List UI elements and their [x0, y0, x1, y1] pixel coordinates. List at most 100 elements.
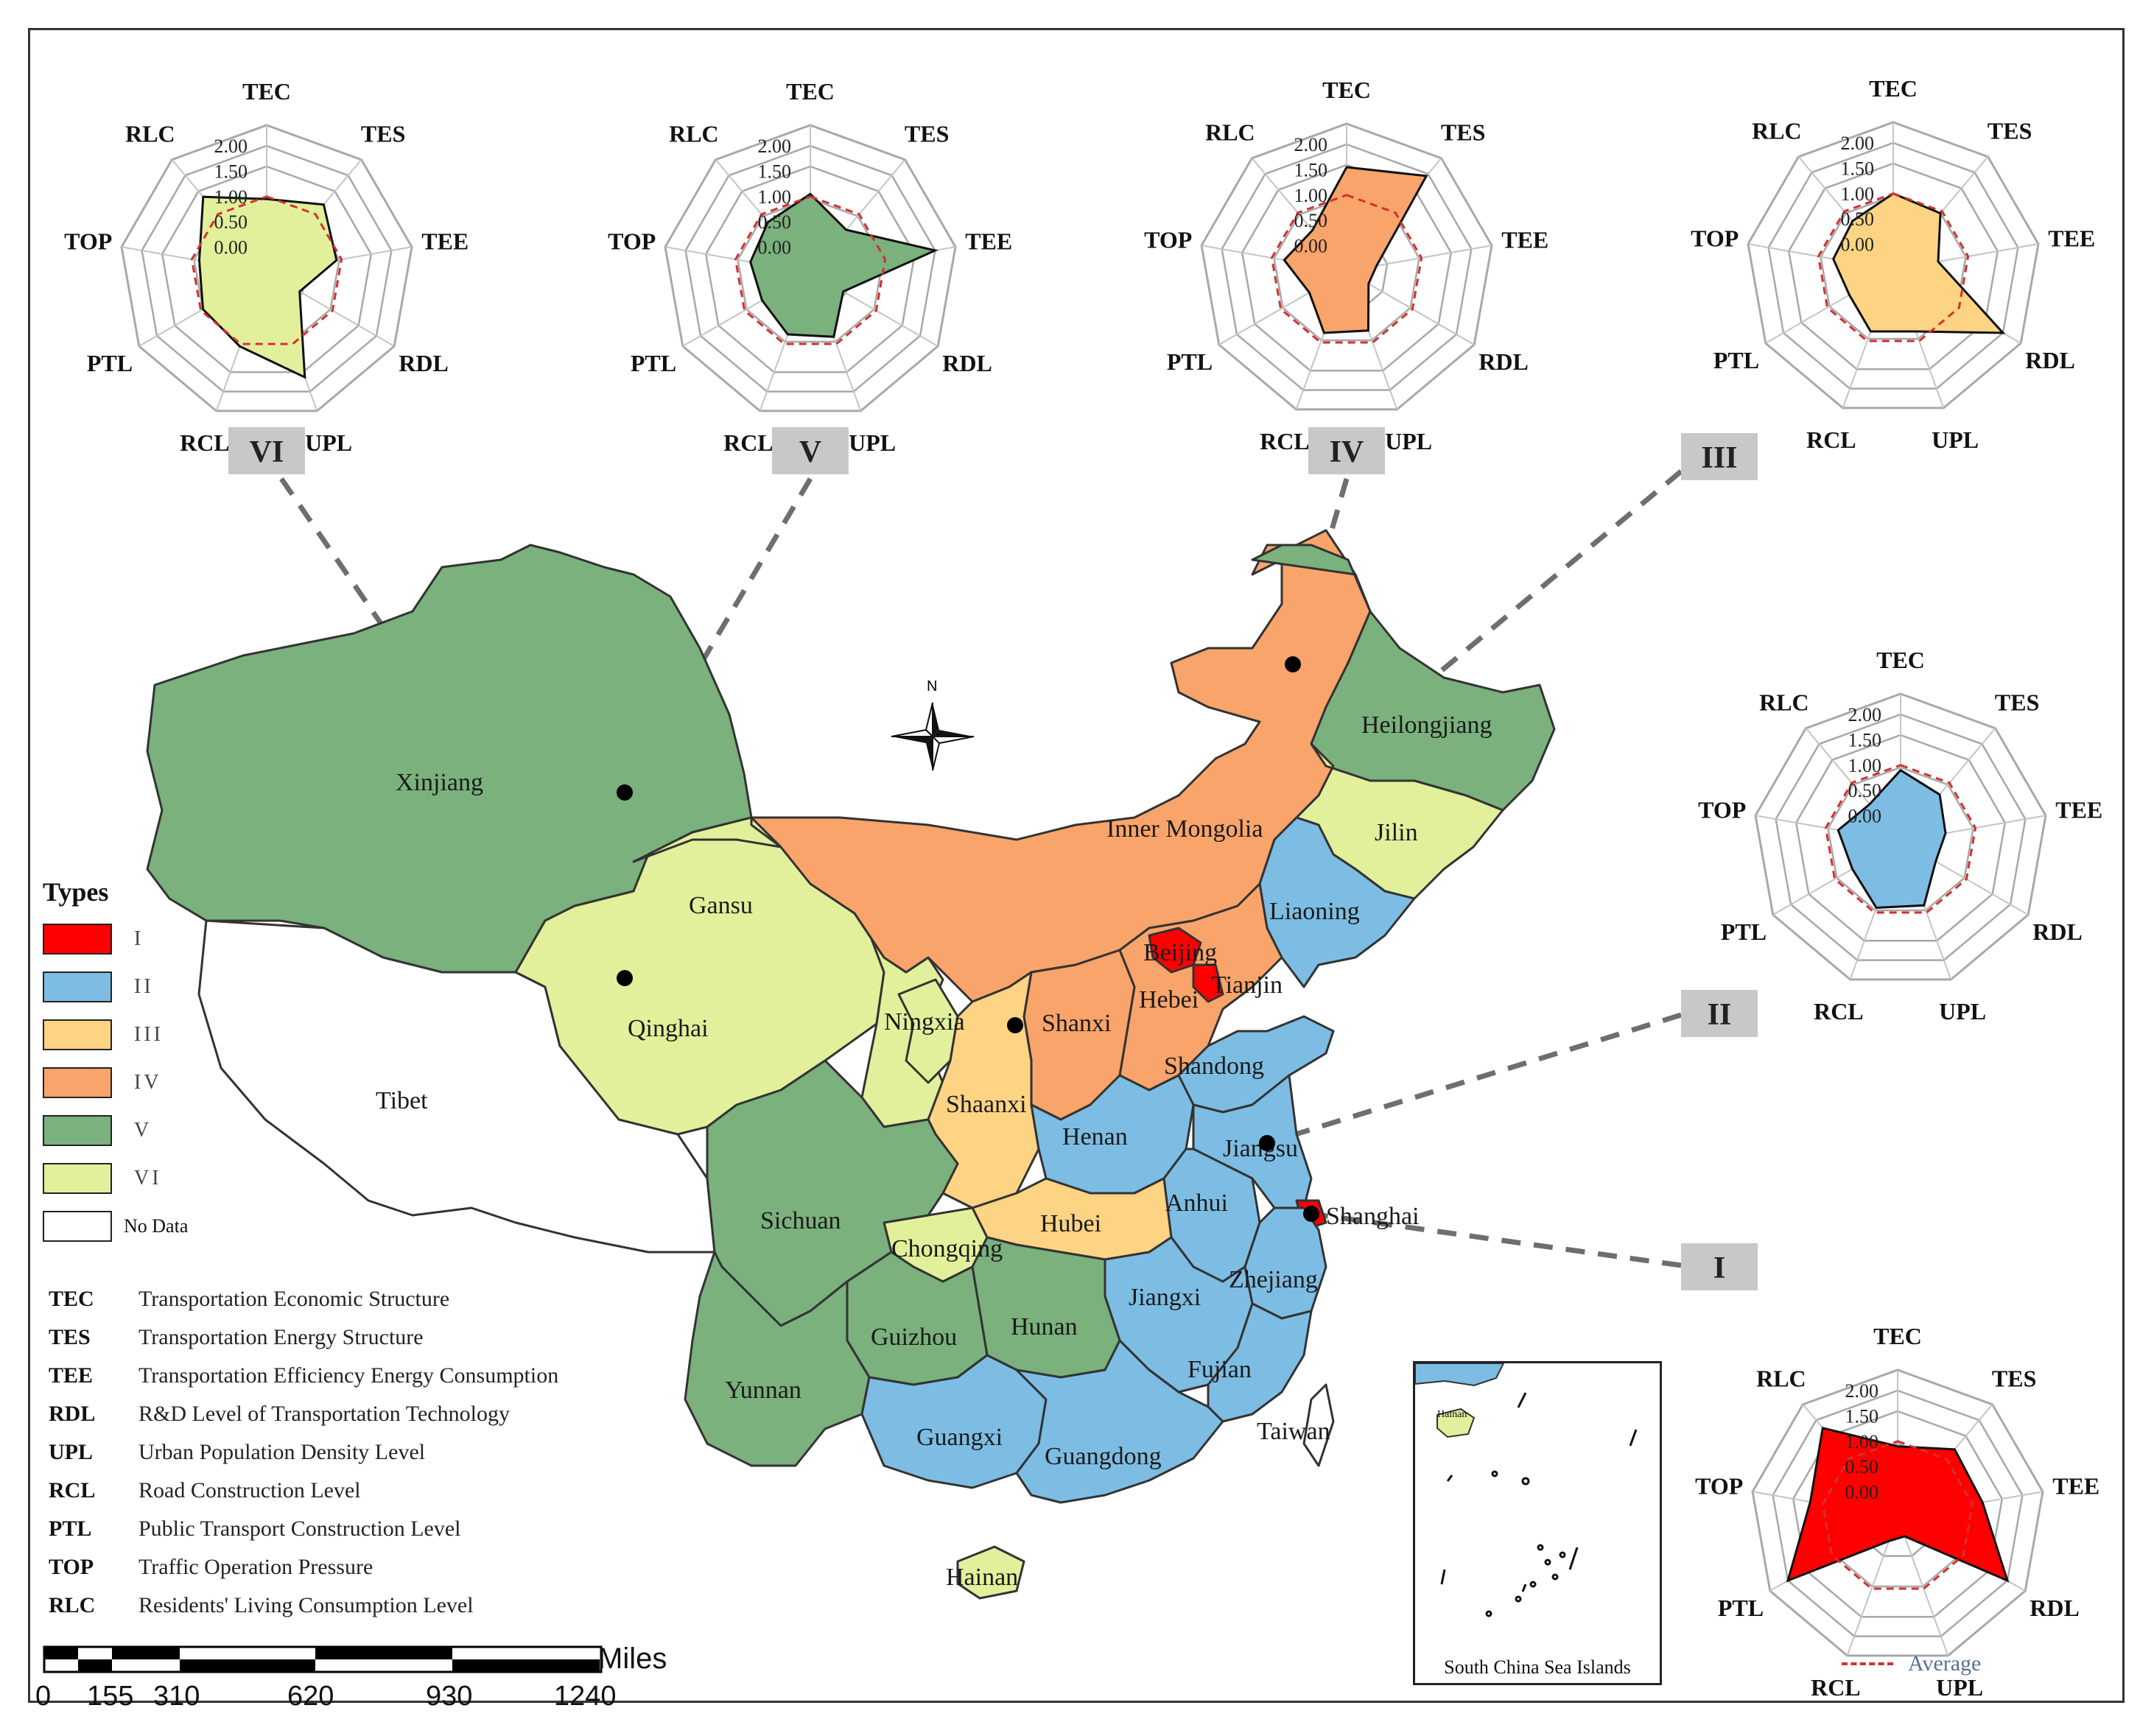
- legend-item-VI: VI: [43, 1159, 188, 1198]
- radar-axis-label-rcl: RCL: [1260, 428, 1310, 454]
- anchor-dot-jiangsu: [1259, 1135, 1275, 1151]
- legend-swatch-V: [43, 1115, 112, 1146]
- radar-axis-label-tec: TEC: [242, 78, 291, 105]
- radar-tick-label: 0.00: [214, 237, 248, 259]
- radar-axis-label-tes: TES: [905, 121, 949, 147]
- scale-segment: [44, 1647, 78, 1659]
- radar-axis-label-rlc: RLC: [1759, 689, 1809, 716]
- radar-grid-ring: [1795, 734, 2007, 942]
- radar-tick-label: 0.00: [1848, 806, 1882, 827]
- radar-grid-ring: [1792, 1410, 2004, 1618]
- radar-series-II: [1836, 768, 1947, 910]
- radar-axis-label-top: TOP: [1691, 225, 1739, 251]
- inset-hainan-label: Hainan: [1437, 1409, 1467, 1420]
- radar-tick-label: 1.00: [1845, 1431, 1879, 1452]
- radar-axis-label-rlc: RLC: [669, 121, 719, 147]
- label-yunnan: Yunnan: [725, 1377, 801, 1404]
- radar-axis-label-top: TOP: [1698, 796, 1746, 823]
- abbr-desc: R&D Level of Transportation Technology: [138, 1402, 510, 1426]
- abbr-desc: Traffic Operation Pressure: [138, 1555, 373, 1579]
- radar-axis-label-rdl: RDL: [2025, 347, 2075, 373]
- region-guangdong: [1015, 1339, 1224, 1504]
- label-anhui: Anhui: [1165, 1189, 1228, 1217]
- radar-average-series: [190, 195, 343, 345]
- radar-axis-label-rcl: RCL: [1814, 998, 1864, 1025]
- cluster-label-box: [228, 427, 305, 474]
- cluster-label-box: [1681, 1243, 1758, 1290]
- label-shandong: Shandong: [1164, 1053, 1264, 1080]
- radar-grid-ring: [1221, 143, 1473, 391]
- radar-grid-ring: [704, 165, 916, 373]
- anchor-dots: [617, 656, 1319, 1222]
- radar-charts: 2.00 1.50 1.00 0.50 0.00 TEC TES TEE RDL UPL RCL PT…: [64, 75, 2102, 1701]
- cluster-label: V: [799, 435, 821, 469]
- scale-tick-label: 930: [426, 1681, 473, 1712]
- radar-series-VI: [197, 195, 338, 379]
- radar-axis-label-tee: TEE: [2052, 1472, 2099, 1499]
- legend-item-II: II: [43, 967, 188, 1007]
- anchor-dot-shaanxi: [1007, 1017, 1023, 1033]
- radar-axis-label-tee: TEE: [1501, 226, 1548, 253]
- radar-tick-label: 2.00: [214, 136, 248, 157]
- radar-chart-III: 2.00 1.50 1.00 0.50 0.00 TEC TES TEE RDL UPL RCL PT…: [1681, 75, 2095, 480]
- label-qinghai: Qinghai: [628, 1015, 709, 1042]
- radar-chart-VI: 2.00 1.50 1.00 0.50 0.00 TEC TES TEE RDL UPL RCL PT…: [64, 78, 469, 474]
- label-inner-mongolia: Inner Mongolia: [1106, 815, 1263, 843]
- label-guizhou: Guizhou: [871, 1324, 957, 1351]
- radar-axis-label-tec: TEC: [786, 78, 835, 105]
- region-guizhou: [846, 1251, 989, 1386]
- radar-tick-label: 0.50: [1294, 210, 1328, 231]
- cluster-label: IV: [1330, 435, 1364, 469]
- radar-tick-label: 1.50: [1848, 729, 1882, 751]
- radar-axis-label-rcl: RCL: [723, 429, 773, 456]
- radar-chart-IV: 2.00 1.50 1.00 0.50 0.00 TEC TES TEE RDL UPL RCL PT…: [1144, 77, 1548, 474]
- radar-grid-ring: [1751, 1368, 2044, 1657]
- radar-tick-label: 1.00: [1294, 185, 1328, 206]
- radar-axis-label-ptl: PTL: [1167, 348, 1213, 375]
- radar-axis-label-rlc: RLC: [1752, 118, 1802, 144]
- radar-axis-label-ptl: PTL: [1713, 347, 1759, 373]
- radar-grid-ring: [161, 165, 373, 373]
- label-hunan: Hunan: [1011, 1313, 1078, 1340]
- abbr-row: RDL R&D Level of Transportation Technolog…: [49, 1395, 558, 1433]
- radar-axis-label-tes: TES: [361, 121, 405, 147]
- anchor-dot-inner-mongolia: [1285, 656, 1301, 672]
- cluster-label-box: [772, 427, 849, 474]
- anchor-dot-xinjiang: [617, 784, 633, 801]
- radar-axis-label-tee: TEE: [965, 228, 1012, 254]
- south-china-sea-inset: Hainan South China Sea Islands: [1413, 1361, 1662, 1685]
- scale-tick-label: 1240: [554, 1681, 617, 1712]
- legend-item-III: III: [43, 1015, 188, 1055]
- radar-tick-label: 1.00: [758, 186, 792, 208]
- radar-tick-label: 1.50: [1845, 1405, 1879, 1427]
- radar-tick-label: 0.00: [758, 237, 792, 259]
- radar-axis-label-tec: TEC: [1869, 75, 1918, 102]
- abbr-row: TOP Traffic Operation Pressure: [49, 1548, 558, 1586]
- radar-series-I: [1786, 1426, 2010, 1583]
- abbr-desc: Road Construction Level: [138, 1478, 361, 1503]
- radar-axis-label-tec: TEC: [1873, 1323, 1922, 1349]
- radar-axis-label-rdl: RDL: [942, 350, 992, 376]
- radar-average-series: [1270, 194, 1423, 344]
- label-shaanxi: Shaanxi: [946, 1091, 1027, 1118]
- radar-tick-label: 2.00: [1841, 133, 1875, 154]
- abbr-row: TEE Transportation Efficiency Energy Cons…: [49, 1357, 558, 1395]
- radar-axis-label-rlc: RLC: [125, 121, 175, 147]
- north-label: N: [927, 678, 937, 695]
- label-hubei: Hubei: [1040, 1210, 1101, 1237]
- legend-title: Types: [43, 877, 109, 907]
- scale-segment: [452, 1659, 600, 1672]
- radar-tick-label: 1.50: [758, 161, 792, 182]
- average-legend: Average: [1842, 1651, 1981, 1676]
- radar-series-III: [1832, 192, 2006, 334]
- abbr-code: UPL: [49, 1440, 93, 1464]
- label-jiangxi: Jiangxi: [1129, 1284, 1201, 1311]
- abbr-code: RDL: [49, 1402, 96, 1426]
- abbr-code: PTL: [49, 1517, 92, 1541]
- radar-grid-ring: [1273, 196, 1420, 342]
- radar-axis-label-ptl: PTL: [87, 350, 133, 376]
- cluster-label: II: [1708, 998, 1732, 1032]
- cluster-label: III: [1701, 441, 1737, 475]
- region-taiwan: [1302, 1383, 1335, 1467]
- radar-axis-label-rlc: RLC: [1756, 1366, 1806, 1392]
